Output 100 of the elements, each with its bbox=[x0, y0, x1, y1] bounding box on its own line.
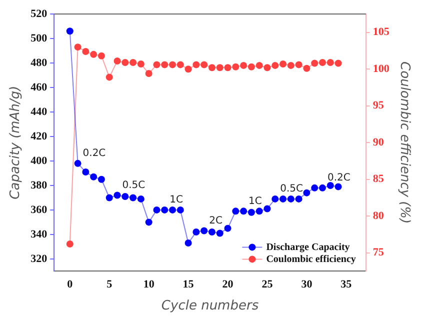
y2-tick-label: 95 bbox=[372, 100, 384, 112]
point bbox=[145, 70, 152, 78]
point bbox=[224, 64, 232, 72]
x-axis-title: Cycle numbers bbox=[161, 298, 259, 314]
point bbox=[311, 184, 318, 192]
point bbox=[264, 205, 271, 212]
point bbox=[303, 189, 310, 196]
point bbox=[169, 206, 176, 214]
point bbox=[200, 227, 208, 234]
point bbox=[280, 195, 287, 202]
point bbox=[137, 60, 144, 68]
point bbox=[272, 62, 279, 69]
point bbox=[272, 195, 279, 202]
point bbox=[326, 182, 334, 189]
point bbox=[311, 60, 318, 67]
legend-label: Coulombic efficiency bbox=[266, 254, 356, 265]
point bbox=[82, 48, 90, 55]
point bbox=[130, 194, 137, 202]
annotation: 0.5C bbox=[280, 184, 304, 195]
y-tick-label: 500 bbox=[30, 32, 48, 44]
point bbox=[248, 208, 255, 216]
point bbox=[326, 59, 334, 66]
point bbox=[256, 62, 263, 69]
y2-tick-label: 100 bbox=[372, 62, 390, 75]
point bbox=[295, 195, 302, 202]
point bbox=[208, 228, 216, 236]
point bbox=[106, 74, 113, 81]
point bbox=[66, 28, 74, 35]
x-tick-label: 35 bbox=[340, 278, 352, 291]
point bbox=[287, 195, 294, 202]
x-tick-label: 15 bbox=[182, 278, 194, 291]
point bbox=[216, 230, 224, 237]
point bbox=[232, 63, 240, 70]
y-tick-label: 440 bbox=[30, 106, 48, 118]
point bbox=[264, 64, 271, 72]
y2-tick-label: 75 bbox=[372, 246, 384, 259]
point bbox=[303, 64, 310, 72]
point bbox=[200, 61, 208, 68]
point bbox=[240, 208, 248, 215]
y2-tick-label: 105 bbox=[372, 26, 390, 38]
point bbox=[216, 64, 224, 72]
point bbox=[82, 168, 90, 176]
point bbox=[90, 50, 98, 58]
point bbox=[176, 61, 184, 68]
point bbox=[145, 218, 152, 226]
point bbox=[334, 183, 342, 190]
y-tick-label: 340 bbox=[30, 228, 48, 240]
point bbox=[98, 52, 105, 60]
point bbox=[153, 206, 160, 214]
point bbox=[74, 44, 82, 51]
x-tick-label: 30 bbox=[301, 278, 313, 291]
annotation: 0.2C bbox=[327, 172, 350, 184]
legend-label: Discharge Capacity bbox=[266, 242, 350, 253]
point bbox=[295, 61, 302, 68]
point bbox=[232, 208, 240, 215]
point bbox=[248, 63, 255, 70]
point bbox=[318, 59, 326, 66]
y-tick-label: 320 bbox=[30, 252, 48, 265]
y-tick-label: 360 bbox=[30, 204, 48, 216]
point bbox=[114, 192, 121, 199]
x-tick-label: 20 bbox=[222, 278, 234, 291]
x-tick-label: 5 bbox=[106, 278, 113, 291]
point bbox=[122, 192, 129, 200]
annotation: 0.5C bbox=[122, 180, 146, 191]
x-tick-label: 10 bbox=[143, 278, 155, 291]
y-axis-title: Capacity (mAh/g) bbox=[8, 86, 24, 200]
point bbox=[90, 173, 98, 180]
y-tick-label: 460 bbox=[30, 81, 48, 94]
point bbox=[161, 206, 168, 214]
y2-tick-label: 85 bbox=[372, 173, 384, 186]
point bbox=[176, 206, 184, 214]
point bbox=[256, 208, 263, 215]
point bbox=[318, 184, 326, 192]
y2-tick-label: 80 bbox=[372, 210, 384, 222]
point bbox=[137, 195, 144, 202]
point bbox=[184, 66, 192, 73]
point bbox=[98, 176, 105, 183]
point bbox=[240, 62, 248, 69]
point bbox=[153, 61, 160, 68]
point bbox=[114, 58, 121, 65]
x-tick-label: 0 bbox=[67, 278, 74, 291]
y2-axis-title: Coulombic efficiency (%) bbox=[396, 62, 412, 224]
y-tick-label: 480 bbox=[30, 56, 48, 69]
point bbox=[280, 60, 287, 68]
y-tick-label: 380 bbox=[30, 179, 48, 192]
annotation: 1C bbox=[170, 194, 183, 206]
annotation: 2C bbox=[209, 215, 222, 226]
annotation: 0.2C bbox=[82, 148, 106, 160]
y2-tick-label: 90 bbox=[372, 136, 384, 148]
annotation: 1C bbox=[248, 196, 262, 207]
point bbox=[334, 60, 342, 67]
point bbox=[66, 240, 74, 248]
point bbox=[130, 59, 137, 66]
x-tick-label: 25 bbox=[262, 278, 274, 291]
point bbox=[169, 61, 176, 68]
point bbox=[122, 59, 129, 66]
point bbox=[192, 228, 200, 236]
point bbox=[74, 160, 82, 167]
y-tick-label: 520 bbox=[30, 8, 48, 20]
point bbox=[106, 194, 113, 202]
